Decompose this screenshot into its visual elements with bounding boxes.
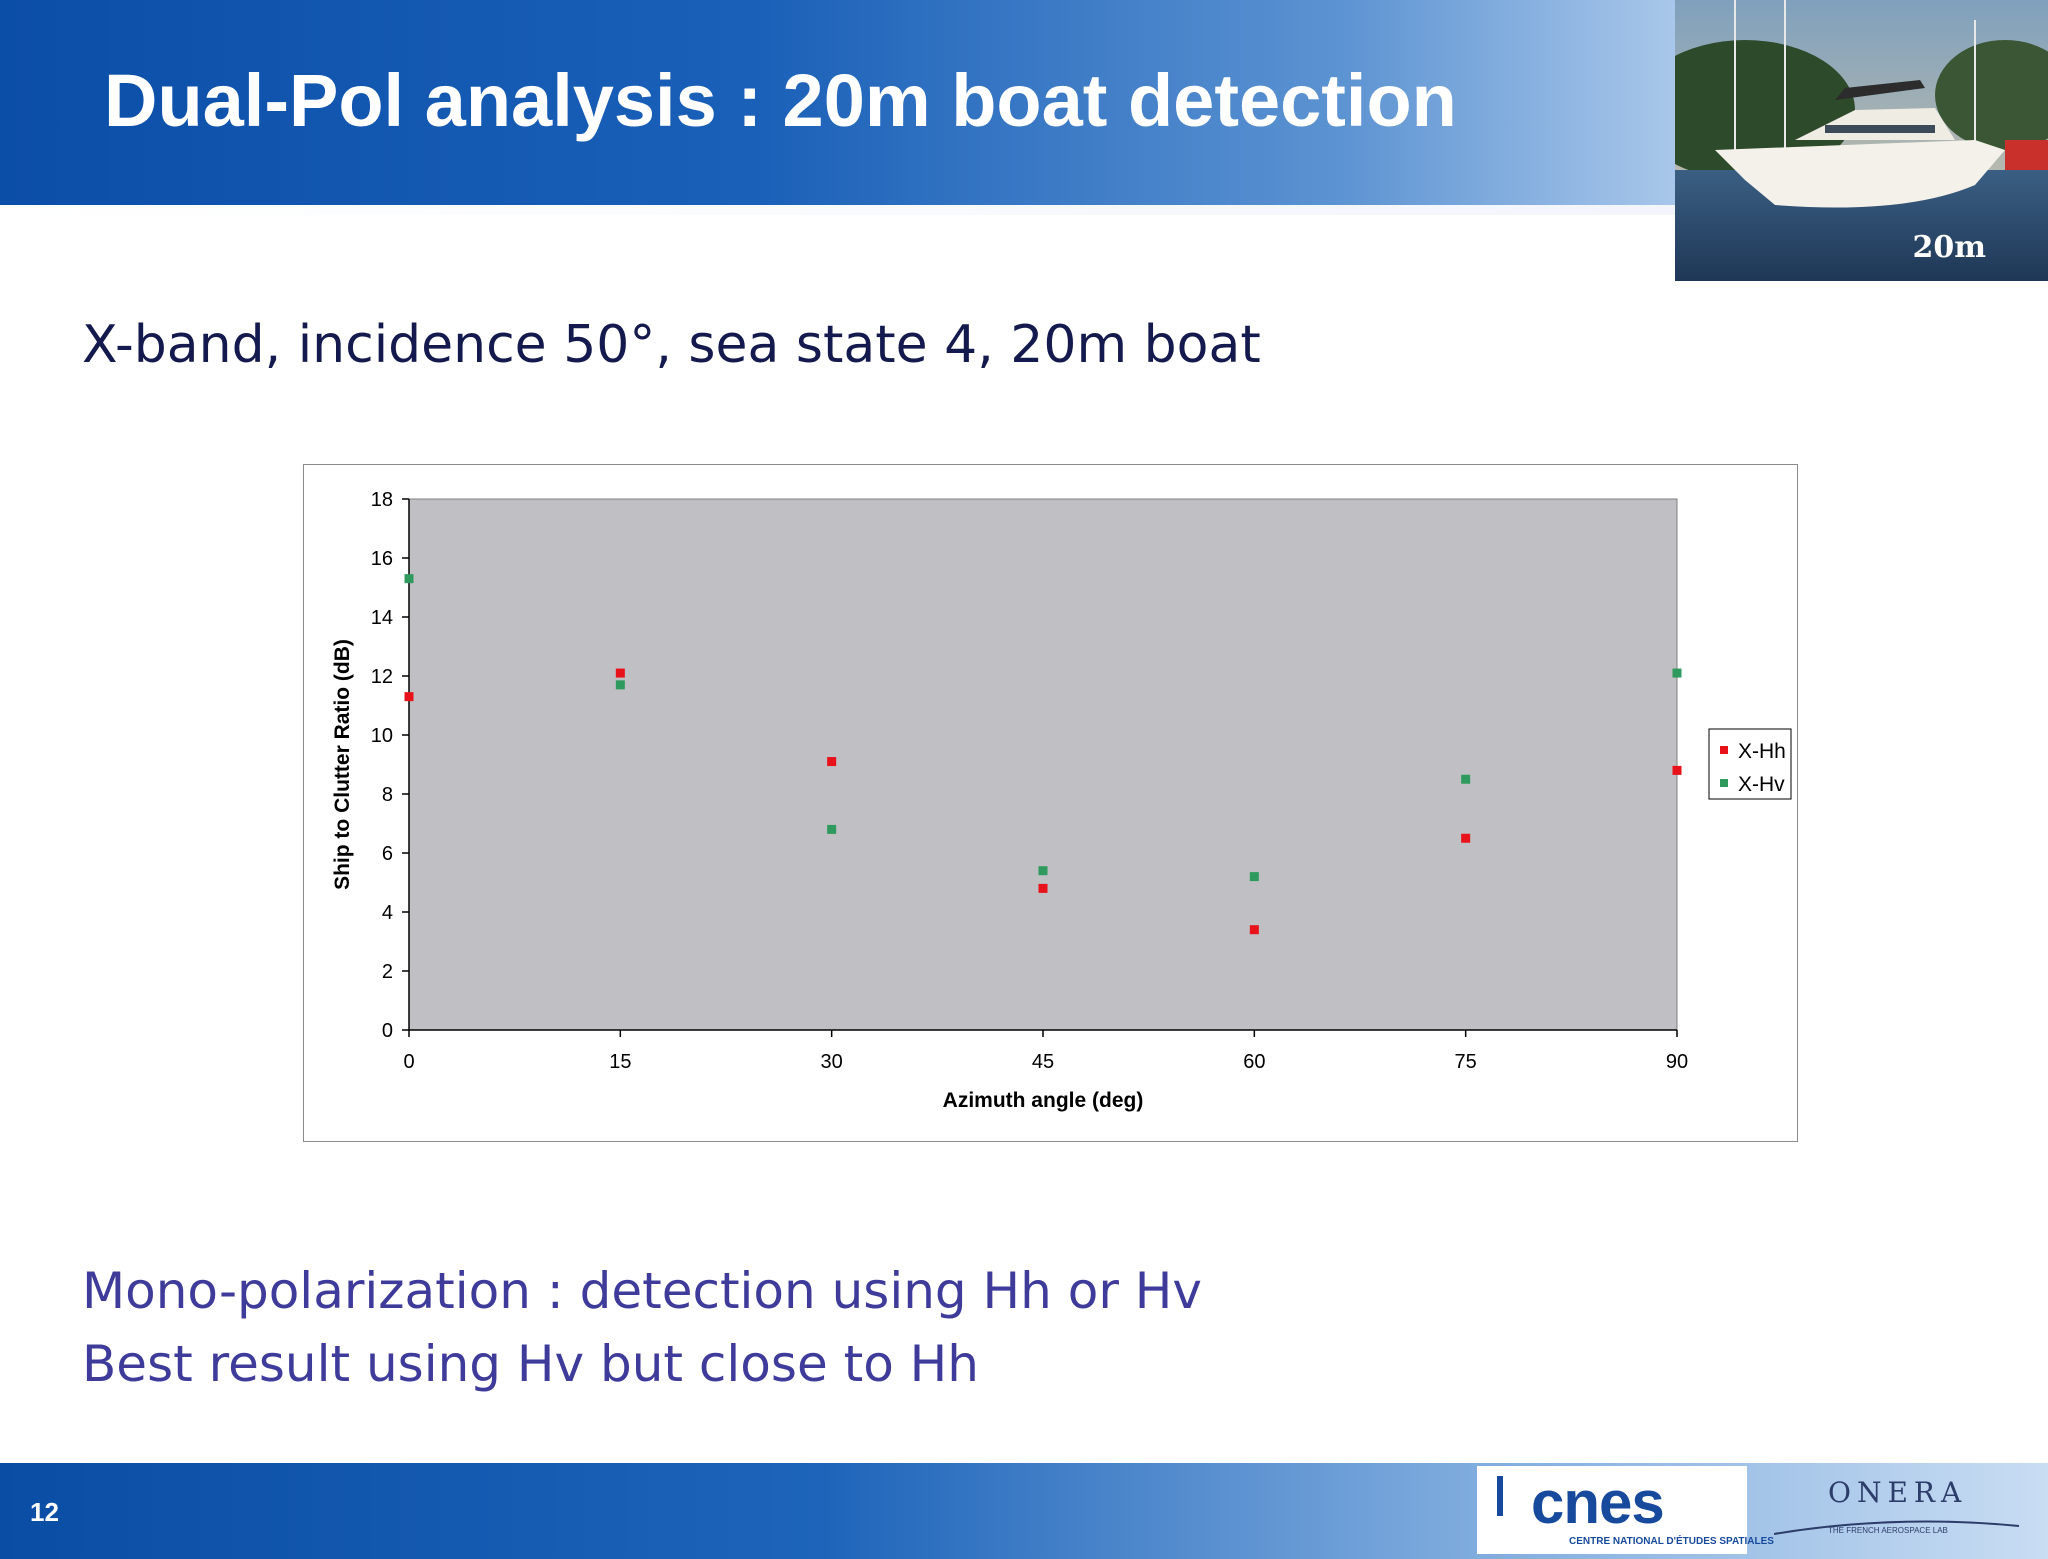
- boat-photo-illustration: [1675, 0, 2048, 281]
- y-tick-label: 4: [382, 902, 393, 924]
- slide-subtitle: X-band, incidence 50°, sea state 4, 20m …: [82, 315, 1261, 375]
- header-banner: [0, 0, 1676, 205]
- data-point-x-hv: [1038, 866, 1048, 876]
- y-tick-label: 12: [371, 666, 393, 688]
- onera-logo: ONERA THE FRENCH AEROSPACE LAB: [1774, 1466, 2024, 1554]
- data-point-x-hh: [1672, 765, 1682, 775]
- photo-size-label: 20m: [1912, 230, 1987, 265]
- scatter-chart: 0 2 4 6 8 10 12 14 16 18 0 15 30 45 60 75 90 Azimuth angl…: [331, 489, 1792, 1112]
- x-tick-label: 0: [403, 1051, 414, 1073]
- note-line-1: Mono-polarization : detection using Hh o…: [82, 1262, 1202, 1320]
- chart-area: 0 2 4 6 8 10 12 14 16 18 0 15 30 45 60 75 90 Azimuth angl…: [303, 464, 1798, 1142]
- y-tick-label: 2: [382, 961, 393, 983]
- y-tick-label: 18: [371, 489, 393, 511]
- note-line-2: Best result using Hv but close to Hh: [82, 1335, 979, 1393]
- cnes-logo-tagline: CENTRE NATIONAL D'ÉTUDES SPATIALES: [1569, 1536, 1774, 1547]
- x-tick-label: 75: [1455, 1051, 1477, 1073]
- y-axis-title: Ship to Clutter Ratio (dB): [331, 639, 354, 890]
- legend-label-x-hh: X-Hh: [1738, 740, 1786, 763]
- legend-label-x-hv: X-Hv: [1738, 773, 1785, 796]
- data-point-x-hv: [1672, 668, 1682, 678]
- page-number: 12: [30, 1497, 59, 1527]
- data-point-x-hh: [615, 668, 625, 678]
- onera-swoosh-icon: [1774, 1520, 2020, 1535]
- data-point-x-hv: [1249, 872, 1259, 882]
- y-tick-label: 14: [371, 607, 393, 629]
- onera-logo-tagline: THE FRENCH AEROSPACE LAB: [1828, 1526, 1948, 1535]
- legend-box: [1708, 728, 1792, 800]
- data-point-x-hv: [827, 824, 837, 834]
- legend-marker-x-hv: [1720, 779, 1728, 787]
- data-point-x-hh: [1461, 833, 1471, 843]
- data-point-x-hh: [1038, 883, 1048, 893]
- slide-title: Dual-Pol analysis : 20m boat detection: [104, 59, 1457, 142]
- x-tick-label: 60: [1243, 1051, 1265, 1073]
- boat-photo: 20m: [1675, 0, 2048, 281]
- y-tick-label: 0: [382, 1020, 393, 1042]
- cnes-emblem-icon: [1489, 1476, 1517, 1536]
- data-point-x-hh: [404, 692, 414, 702]
- y-tick-label: 16: [371, 548, 393, 570]
- data-point-x-hh: [827, 757, 837, 767]
- cnes-logo-wordmark: cnes: [1531, 1469, 1665, 1536]
- y-tick-label: 6: [382, 843, 393, 865]
- y-tick-label: 8: [382, 784, 393, 806]
- onera-logo-wordmark: ONERA: [1828, 1476, 1968, 1509]
- x-axis-title: Azimuth angle (deg): [943, 1089, 1144, 1112]
- header-divider: [0, 205, 1676, 215]
- x-tick-label: 15: [609, 1051, 631, 1073]
- legend-marker-x-hh: [1720, 746, 1728, 754]
- x-tick-label: 30: [821, 1051, 843, 1073]
- x-tick-label: 45: [1032, 1051, 1054, 1073]
- plot-area: [408, 498, 1678, 1031]
- data-point-x-hv: [615, 680, 625, 690]
- x-tick-label: 90: [1666, 1051, 1688, 1073]
- data-point-x-hv: [1461, 774, 1471, 784]
- data-point-x-hh: [1249, 925, 1259, 935]
- y-tick-label: 10: [371, 725, 393, 747]
- cnes-logo: cnes CENTRE NATIONAL D'ÉTUDES SPATIALES: [1477, 1466, 1774, 1554]
- data-point-x-hv: [404, 574, 414, 584]
